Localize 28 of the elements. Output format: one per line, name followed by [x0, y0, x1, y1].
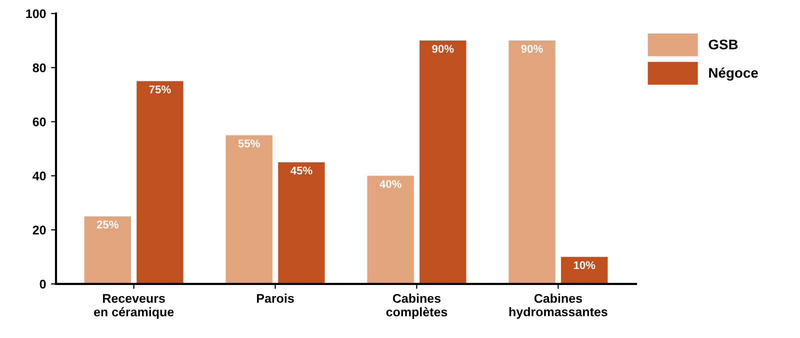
data-label: 10% — [574, 261, 596, 270]
data-label: 45% — [290, 166, 312, 174]
bar — [136, 81, 184, 284]
x-tick-label: Receveurs en céramique — [94, 294, 174, 319]
y-tick-label: 40 — [32, 172, 46, 180]
bar — [367, 176, 414, 284]
y-tick-label: 20 — [32, 226, 46, 234]
bar — [278, 162, 325, 284]
y-tick-label: 0 — [40, 280, 46, 289]
data-label: 40% — [380, 180, 402, 188]
data-label: 90% — [432, 44, 454, 53]
x-tick-label: Parois — [257, 294, 294, 303]
bar — [420, 40, 466, 284]
bar — [84, 216, 131, 284]
y-tick-label: 100 — [26, 9, 46, 18]
legend-label: GSB — [708, 40, 738, 50]
x-tick-label: Cabines complètes — [386, 294, 448, 319]
y-tick-label: 80 — [32, 63, 46, 72]
bar — [508, 40, 556, 284]
bar — [226, 135, 272, 284]
bar — [561, 256, 608, 284]
legend-label: Négoce — [709, 67, 758, 81]
y-tick-label: 60 — [32, 117, 46, 126]
data-label: 55% — [238, 140, 260, 148]
x-tick-label: Cabines hydromassantes — [509, 294, 608, 319]
data-label: 75% — [149, 85, 171, 94]
data-label: 25% — [96, 220, 118, 229]
data-label: 90% — [521, 44, 543, 53]
